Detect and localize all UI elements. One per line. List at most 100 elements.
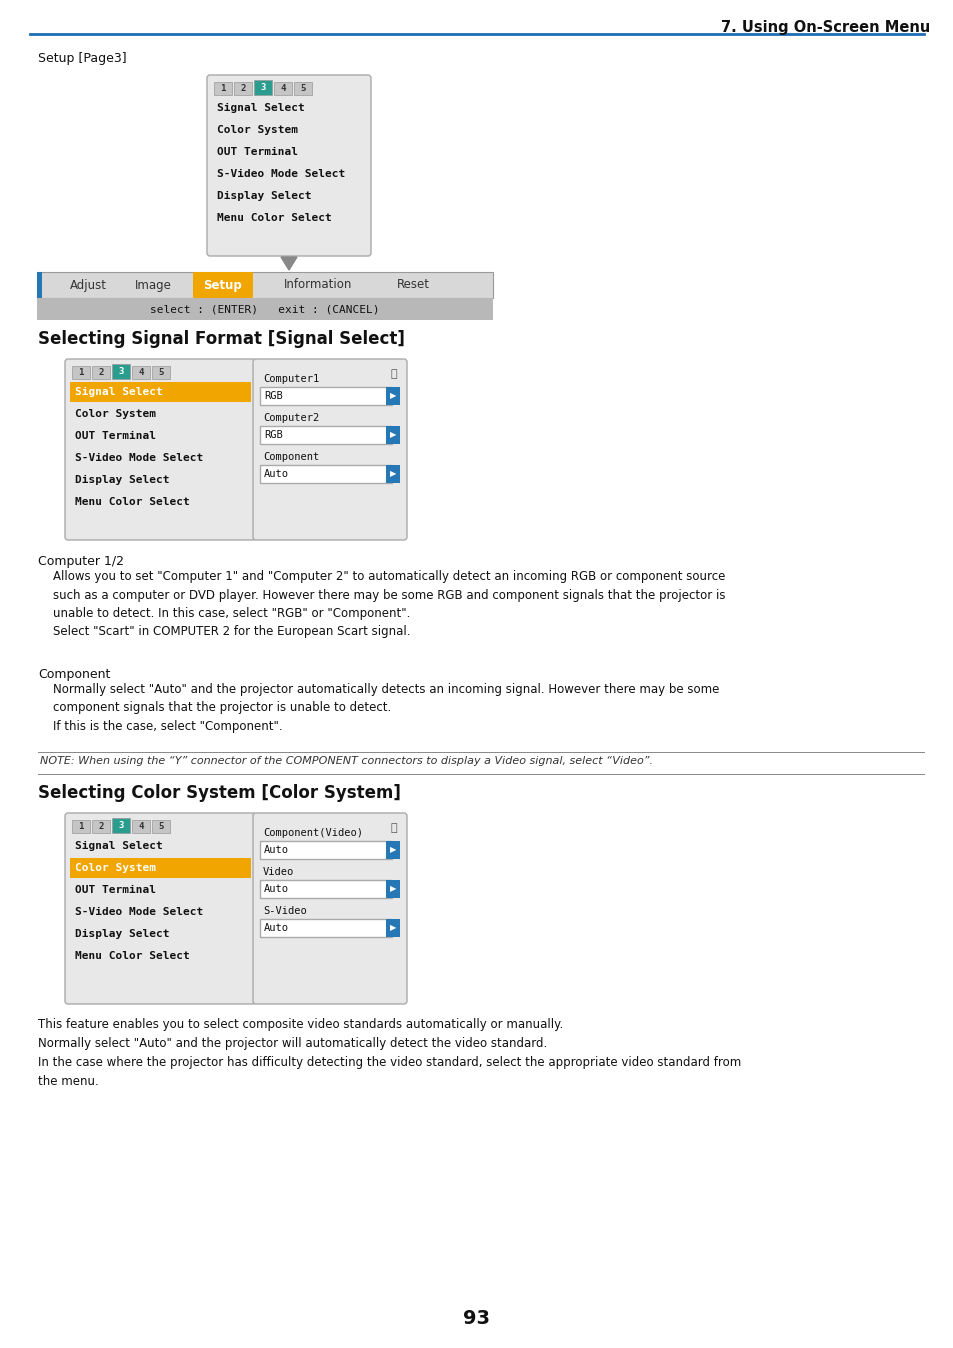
FancyBboxPatch shape <box>260 919 392 937</box>
FancyBboxPatch shape <box>260 465 392 483</box>
FancyBboxPatch shape <box>65 813 255 1004</box>
Text: 5: 5 <box>158 368 164 377</box>
Text: Menu Color Select: Menu Color Select <box>216 213 332 222</box>
Text: Auto: Auto <box>264 469 289 479</box>
Text: ▶: ▶ <box>390 469 395 479</box>
Text: 4: 4 <box>138 822 144 830</box>
Text: 2: 2 <box>240 84 246 93</box>
Text: Selecting Signal Format [Signal Select]: Selecting Signal Format [Signal Select] <box>38 330 404 348</box>
FancyBboxPatch shape <box>386 880 399 898</box>
FancyBboxPatch shape <box>386 387 399 404</box>
Text: 2: 2 <box>98 822 104 830</box>
Text: 3: 3 <box>260 84 265 92</box>
Text: 5: 5 <box>158 822 164 830</box>
Text: Normally select "Auto" and the projector automatically detects an incoming signa: Normally select "Auto" and the projector… <box>38 683 719 733</box>
FancyBboxPatch shape <box>152 367 170 379</box>
FancyBboxPatch shape <box>213 82 232 94</box>
Text: 1: 1 <box>78 368 84 377</box>
Text: Auto: Auto <box>264 845 289 855</box>
Text: ▶: ▶ <box>390 845 395 855</box>
Text: RGB: RGB <box>264 391 282 400</box>
Text: Component: Component <box>263 452 319 462</box>
Text: Color System: Color System <box>75 408 156 419</box>
FancyBboxPatch shape <box>132 820 150 833</box>
Text: ▶: ▶ <box>390 430 395 439</box>
Text: S-Video Mode Select: S-Video Mode Select <box>75 453 203 462</box>
Text: 3: 3 <box>118 367 124 376</box>
Text: S-Video Mode Select: S-Video Mode Select <box>75 907 203 917</box>
FancyBboxPatch shape <box>260 387 392 404</box>
FancyBboxPatch shape <box>112 364 130 379</box>
Text: 7. Using On-Screen Menu: 7. Using On-Screen Menu <box>720 20 929 35</box>
Text: ⓘ: ⓘ <box>391 824 396 833</box>
Text: ⓘ: ⓘ <box>391 369 396 379</box>
Text: Signal Select: Signal Select <box>75 841 163 851</box>
FancyBboxPatch shape <box>260 880 392 898</box>
FancyBboxPatch shape <box>253 813 407 1004</box>
Text: 1: 1 <box>220 84 226 93</box>
Polygon shape <box>281 257 296 270</box>
Text: 5: 5 <box>300 84 305 93</box>
Text: 4: 4 <box>280 84 285 93</box>
Text: select : (ENTER)   exit : (CANCEL): select : (ENTER) exit : (CANCEL) <box>150 305 379 314</box>
Text: RGB: RGB <box>264 430 282 439</box>
FancyBboxPatch shape <box>253 80 272 94</box>
FancyBboxPatch shape <box>386 465 399 483</box>
FancyBboxPatch shape <box>91 820 110 833</box>
FancyBboxPatch shape <box>65 359 255 541</box>
Text: S-Video Mode Select: S-Video Mode Select <box>216 168 345 179</box>
FancyBboxPatch shape <box>386 919 399 937</box>
Text: Display Select: Display Select <box>75 929 170 940</box>
Text: Video: Video <box>263 867 294 878</box>
FancyBboxPatch shape <box>112 818 130 833</box>
Text: 93: 93 <box>463 1309 490 1328</box>
Text: ▶: ▶ <box>390 923 395 933</box>
FancyBboxPatch shape <box>260 426 392 443</box>
Text: Color System: Color System <box>216 125 297 135</box>
Text: Auto: Auto <box>264 884 289 894</box>
Text: This feature enables you to select composite video standards automatically or ma: This feature enables you to select compo… <box>38 1018 740 1088</box>
Text: Reset: Reset <box>396 279 429 291</box>
Text: Color System: Color System <box>75 863 156 874</box>
Text: Adjust: Adjust <box>70 279 107 291</box>
Text: S-Video: S-Video <box>263 906 307 917</box>
Text: 3: 3 <box>118 821 124 830</box>
Text: 2: 2 <box>98 368 104 377</box>
FancyBboxPatch shape <box>233 82 252 94</box>
FancyBboxPatch shape <box>386 426 399 443</box>
FancyBboxPatch shape <box>70 857 251 878</box>
Text: Signal Select: Signal Select <box>216 102 304 113</box>
FancyBboxPatch shape <box>193 272 253 298</box>
FancyBboxPatch shape <box>152 820 170 833</box>
FancyBboxPatch shape <box>253 359 407 541</box>
Text: Auto: Auto <box>264 923 289 933</box>
Text: Display Select: Display Select <box>75 474 170 485</box>
FancyBboxPatch shape <box>37 272 42 298</box>
Text: ▶: ▶ <box>390 391 395 400</box>
FancyBboxPatch shape <box>37 272 493 298</box>
Text: Display Select: Display Select <box>216 191 312 201</box>
Text: NOTE: When using the “Y” connector of the COMPONENT connectors to display a Vide: NOTE: When using the “Y” connector of th… <box>40 756 652 766</box>
FancyBboxPatch shape <box>70 381 251 402</box>
Text: Allows you to set "Computer 1" and "Computer 2" to automatically detect an incom: Allows you to set "Computer 1" and "Comp… <box>38 570 724 639</box>
Text: Selecting Color System [Color System]: Selecting Color System [Color System] <box>38 785 400 802</box>
Text: Component(Video): Component(Video) <box>263 828 363 838</box>
FancyBboxPatch shape <box>386 841 399 859</box>
FancyBboxPatch shape <box>37 298 493 319</box>
Text: Information: Information <box>283 279 352 291</box>
Text: Setup [Page3]: Setup [Page3] <box>38 53 127 65</box>
FancyBboxPatch shape <box>132 367 150 379</box>
Text: ▶: ▶ <box>390 884 395 894</box>
Text: Component: Component <box>38 669 111 681</box>
Text: Signal Select: Signal Select <box>75 387 163 398</box>
Text: OUT Terminal: OUT Terminal <box>75 431 156 441</box>
Text: Computer2: Computer2 <box>263 412 319 423</box>
FancyBboxPatch shape <box>260 841 392 859</box>
Text: 4: 4 <box>138 368 144 377</box>
Text: Menu Color Select: Menu Color Select <box>75 497 190 507</box>
FancyBboxPatch shape <box>91 367 110 379</box>
Text: Setup: Setup <box>203 279 242 291</box>
Text: Menu Color Select: Menu Color Select <box>75 950 190 961</box>
Text: OUT Terminal: OUT Terminal <box>216 147 297 156</box>
FancyBboxPatch shape <box>207 75 371 256</box>
